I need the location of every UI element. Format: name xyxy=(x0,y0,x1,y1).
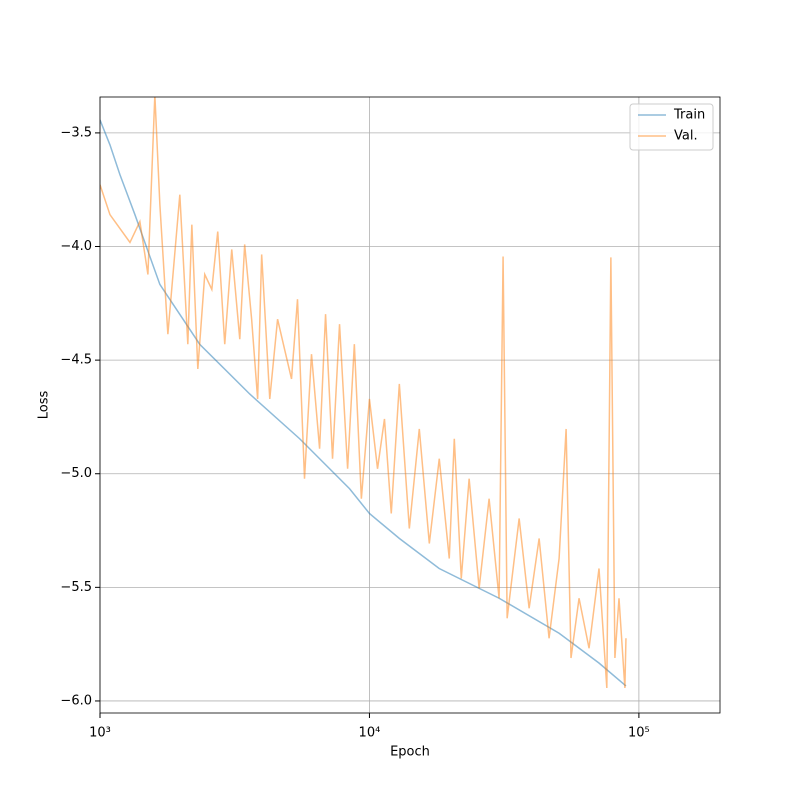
y-tick-label: −5.0 xyxy=(60,466,92,481)
y-tick-label: −3.5 xyxy=(60,125,92,140)
y-tick-label: −5.5 xyxy=(60,580,92,595)
x-axis-label: Epoch xyxy=(390,745,430,760)
line-series xyxy=(100,97,627,689)
x-tick-label: 10⁵ xyxy=(628,726,650,741)
y-tick-label: −6.0 xyxy=(60,693,92,708)
x-tick-label: 10⁴ xyxy=(359,726,381,741)
y-axis-label: Loss xyxy=(37,391,52,420)
plot-frame xyxy=(99,96,721,714)
y-tick-label: −4.0 xyxy=(60,239,92,254)
line-series xyxy=(100,119,627,687)
plot-area xyxy=(100,97,627,689)
x-tick-label: 10³ xyxy=(89,726,111,741)
legend-label: Val. xyxy=(674,129,698,144)
legend-label: Train xyxy=(673,108,705,123)
y-tick-label: −4.5 xyxy=(60,353,92,368)
